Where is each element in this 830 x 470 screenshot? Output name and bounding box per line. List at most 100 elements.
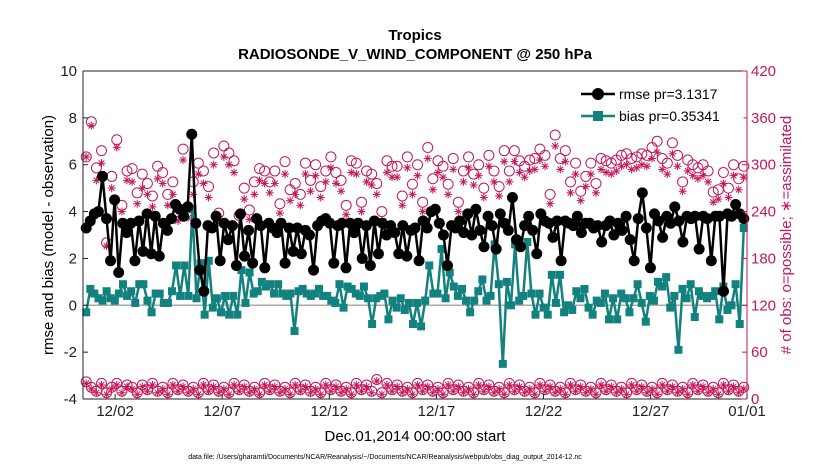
y-right-tick-label: 360 bbox=[751, 110, 776, 127]
obs-assimilated-marker bbox=[250, 384, 259, 393]
obs-assimilated-marker bbox=[255, 390, 264, 399]
rmse-point bbox=[364, 259, 376, 271]
bias-point bbox=[453, 291, 462, 300]
obs-assimilated-marker bbox=[530, 390, 539, 399]
rmse-point bbox=[575, 227, 587, 239]
bias-point bbox=[257, 277, 266, 286]
footnote-data-file: data file: /Users/gharamti/Documents/NCA… bbox=[188, 454, 582, 461]
obs-assimilated-marker bbox=[189, 384, 198, 393]
bias-point bbox=[286, 289, 295, 298]
obs-assimilated-marker bbox=[479, 387, 488, 396]
rmse-point bbox=[153, 250, 165, 262]
bias-point bbox=[282, 291, 291, 300]
obs-assimilated-marker bbox=[367, 181, 376, 190]
bias-point bbox=[151, 289, 160, 298]
rmse-point bbox=[340, 262, 352, 274]
rmse-point bbox=[620, 210, 632, 222]
bias-point bbox=[551, 298, 560, 307]
bias-point bbox=[135, 280, 144, 289]
bias-point bbox=[155, 289, 164, 298]
obs-possible-marker bbox=[473, 159, 485, 171]
bias-point bbox=[498, 359, 507, 368]
bias-point bbox=[527, 289, 536, 298]
obs-assimilated-marker bbox=[571, 387, 580, 396]
obs-assimilated-marker bbox=[133, 390, 142, 399]
obs-assimilated-marker bbox=[683, 390, 692, 399]
obs-assimilated-marker bbox=[382, 380, 391, 389]
rmse-point bbox=[328, 257, 340, 269]
bias-point bbox=[731, 280, 740, 289]
obs-assimilated-marker bbox=[490, 388, 499, 397]
rmse-point bbox=[226, 220, 238, 232]
rmse-point bbox=[222, 234, 234, 246]
obs-possible-marker bbox=[126, 163, 138, 175]
bias-point bbox=[270, 289, 279, 298]
bias-point bbox=[327, 296, 336, 305]
obs-assimilated-marker bbox=[209, 382, 218, 391]
rmse-point bbox=[190, 217, 202, 229]
bias-point bbox=[261, 282, 270, 291]
bias-point bbox=[114, 289, 123, 298]
obs-assimilated-marker bbox=[398, 388, 407, 397]
bias-point bbox=[531, 310, 540, 319]
obs-assimilated-marker bbox=[739, 173, 748, 182]
bias-point bbox=[90, 289, 99, 298]
y-axis-label-right: # of obs: o=possible; ∗=assimilated bbox=[778, 116, 795, 355]
rmse-point bbox=[632, 213, 644, 225]
obs-possible-marker bbox=[488, 165, 500, 177]
bias-point bbox=[457, 284, 466, 293]
bias-point bbox=[449, 282, 458, 291]
rmse-point bbox=[705, 255, 717, 267]
obs-assimilated-marker bbox=[479, 193, 488, 202]
obs-assimilated-marker bbox=[617, 384, 626, 393]
bias-point bbox=[94, 294, 103, 303]
obs-assimilated-marker bbox=[556, 165, 565, 174]
bias-point bbox=[674, 345, 683, 354]
bias-point bbox=[433, 289, 442, 298]
rmse-point bbox=[693, 243, 705, 255]
rmse-point bbox=[165, 213, 177, 225]
legend-bias-marker bbox=[593, 111, 603, 121]
obs-assimilated-marker bbox=[97, 380, 106, 389]
obs-assimilated-marker bbox=[591, 188, 600, 197]
rmse-point bbox=[344, 217, 356, 229]
rmse-point bbox=[92, 206, 104, 218]
obs-assimilated-marker bbox=[484, 382, 493, 391]
rmse-point bbox=[494, 208, 506, 220]
rmse-point bbox=[486, 220, 498, 232]
obs-assimilated-marker bbox=[204, 193, 213, 202]
bias-point bbox=[703, 294, 712, 303]
bias-point bbox=[547, 270, 556, 279]
bias-point bbox=[274, 280, 283, 289]
obs-assimilated-marker bbox=[372, 377, 381, 386]
bias-point bbox=[294, 287, 303, 296]
rmse-point bbox=[624, 234, 636, 246]
obs-assimilated-marker bbox=[566, 380, 575, 389]
obs-possible-marker bbox=[707, 186, 719, 198]
bias-point bbox=[368, 320, 377, 329]
bias-point bbox=[225, 310, 234, 319]
bias-point bbox=[253, 287, 262, 296]
rmse-point bbox=[129, 255, 141, 267]
bias-point bbox=[302, 289, 311, 298]
obs-assimilated-marker bbox=[505, 177, 514, 186]
bias-point bbox=[82, 308, 91, 317]
obs-assimilated-marker bbox=[286, 196, 295, 205]
obs-possible-marker bbox=[559, 145, 571, 157]
y-right-tick-label: 240 bbox=[751, 204, 776, 221]
bias-point bbox=[568, 305, 577, 314]
obs-assimilated-marker bbox=[571, 170, 580, 179]
obs-assimilated-marker bbox=[433, 384, 442, 393]
bias-point bbox=[229, 291, 238, 300]
obs-assimilated-marker bbox=[734, 185, 743, 194]
bias-point bbox=[319, 291, 328, 300]
bias-point bbox=[364, 294, 373, 303]
obs-assimilated-marker bbox=[316, 193, 325, 202]
rmse-point bbox=[121, 227, 133, 239]
bias-point bbox=[392, 303, 401, 312]
obs-assimilated-marker bbox=[250, 190, 259, 199]
bias-point bbox=[278, 289, 287, 298]
obs-assimilated-marker bbox=[230, 168, 239, 177]
bias-point bbox=[539, 303, 548, 312]
bias-point bbox=[298, 284, 307, 293]
